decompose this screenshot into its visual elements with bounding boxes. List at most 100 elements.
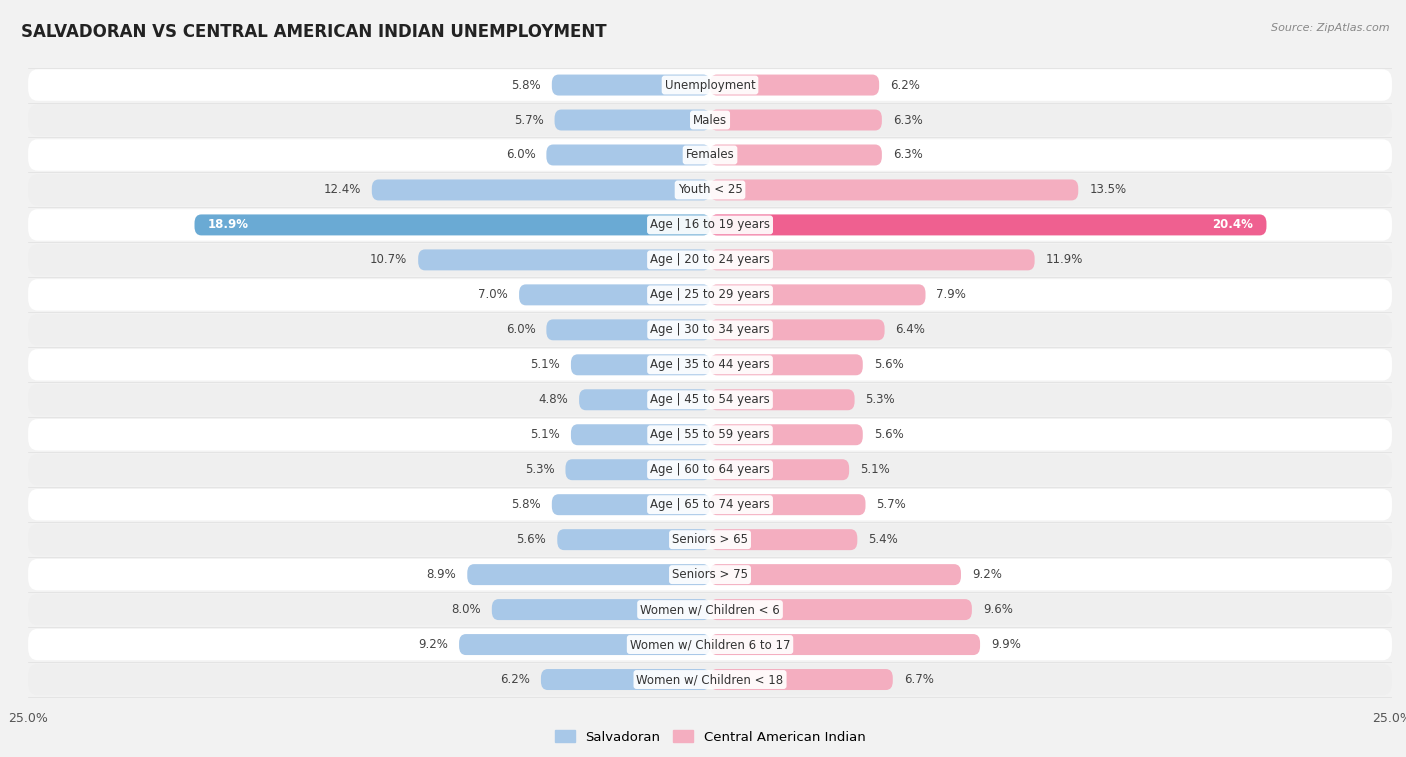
FancyBboxPatch shape <box>710 110 882 130</box>
FancyBboxPatch shape <box>28 664 1392 695</box>
FancyBboxPatch shape <box>28 454 1392 485</box>
FancyBboxPatch shape <box>547 145 710 166</box>
FancyBboxPatch shape <box>519 285 710 305</box>
Text: 7.0%: 7.0% <box>478 288 508 301</box>
FancyBboxPatch shape <box>194 214 710 235</box>
Text: Women w/ Children < 18: Women w/ Children < 18 <box>637 673 783 686</box>
FancyBboxPatch shape <box>565 459 710 480</box>
Text: 12.4%: 12.4% <box>323 183 361 197</box>
Text: 5.1%: 5.1% <box>860 463 890 476</box>
Legend: Salvadoran, Central American Indian: Salvadoran, Central American Indian <box>550 725 870 749</box>
FancyBboxPatch shape <box>541 669 710 690</box>
FancyBboxPatch shape <box>710 145 882 166</box>
FancyBboxPatch shape <box>710 249 1035 270</box>
FancyBboxPatch shape <box>710 494 866 516</box>
FancyBboxPatch shape <box>557 529 710 550</box>
Text: Females: Females <box>686 148 734 161</box>
Text: 5.1%: 5.1% <box>530 358 560 371</box>
Text: 5.7%: 5.7% <box>515 114 544 126</box>
FancyBboxPatch shape <box>28 139 1392 171</box>
FancyBboxPatch shape <box>710 669 893 690</box>
Text: Males: Males <box>693 114 727 126</box>
Text: 6.4%: 6.4% <box>896 323 925 336</box>
FancyBboxPatch shape <box>28 279 1392 310</box>
Text: SALVADORAN VS CENTRAL AMERICAN INDIAN UNEMPLOYMENT: SALVADORAN VS CENTRAL AMERICAN INDIAN UN… <box>21 23 607 41</box>
Text: 6.7%: 6.7% <box>904 673 934 686</box>
Text: 10.7%: 10.7% <box>370 254 408 266</box>
Text: Age | 16 to 19 years: Age | 16 to 19 years <box>650 219 770 232</box>
FancyBboxPatch shape <box>710 564 960 585</box>
FancyBboxPatch shape <box>710 319 884 341</box>
FancyBboxPatch shape <box>710 459 849 480</box>
Text: 8.9%: 8.9% <box>426 568 457 581</box>
FancyBboxPatch shape <box>710 529 858 550</box>
Text: 6.3%: 6.3% <box>893 148 922 161</box>
FancyBboxPatch shape <box>28 559 1392 590</box>
FancyBboxPatch shape <box>28 349 1392 381</box>
Text: 5.3%: 5.3% <box>524 463 554 476</box>
Text: 11.9%: 11.9% <box>1046 254 1083 266</box>
FancyBboxPatch shape <box>28 524 1392 556</box>
Text: 9.2%: 9.2% <box>972 568 1001 581</box>
Text: Age | 45 to 54 years: Age | 45 to 54 years <box>650 394 770 407</box>
Text: 5.6%: 5.6% <box>873 358 904 371</box>
Text: Unemployment: Unemployment <box>665 79 755 92</box>
Text: 20.4%: 20.4% <box>1212 219 1253 232</box>
FancyBboxPatch shape <box>571 354 710 375</box>
Text: Age | 25 to 29 years: Age | 25 to 29 years <box>650 288 770 301</box>
Text: 5.8%: 5.8% <box>512 79 541 92</box>
Text: 8.0%: 8.0% <box>451 603 481 616</box>
FancyBboxPatch shape <box>467 564 710 585</box>
FancyBboxPatch shape <box>28 489 1392 520</box>
FancyBboxPatch shape <box>710 634 980 655</box>
FancyBboxPatch shape <box>579 389 710 410</box>
FancyBboxPatch shape <box>460 634 710 655</box>
Text: Age | 35 to 44 years: Age | 35 to 44 years <box>650 358 770 371</box>
FancyBboxPatch shape <box>28 174 1392 206</box>
FancyBboxPatch shape <box>710 214 1267 235</box>
FancyBboxPatch shape <box>28 384 1392 416</box>
FancyBboxPatch shape <box>710 424 863 445</box>
Text: 5.6%: 5.6% <box>516 533 547 546</box>
Text: Age | 30 to 34 years: Age | 30 to 34 years <box>650 323 770 336</box>
Text: 6.0%: 6.0% <box>506 148 536 161</box>
Text: 9.2%: 9.2% <box>419 638 449 651</box>
Text: 6.3%: 6.3% <box>893 114 922 126</box>
Text: Age | 65 to 74 years: Age | 65 to 74 years <box>650 498 770 511</box>
Text: 9.6%: 9.6% <box>983 603 1012 616</box>
Text: Source: ZipAtlas.com: Source: ZipAtlas.com <box>1271 23 1389 33</box>
Text: Women w/ Children < 6: Women w/ Children < 6 <box>640 603 780 616</box>
Text: Age | 55 to 59 years: Age | 55 to 59 years <box>650 428 770 441</box>
FancyBboxPatch shape <box>492 599 710 620</box>
FancyBboxPatch shape <box>28 629 1392 660</box>
Text: 6.2%: 6.2% <box>501 673 530 686</box>
Text: Seniors > 75: Seniors > 75 <box>672 568 748 581</box>
FancyBboxPatch shape <box>710 354 863 375</box>
Text: 18.9%: 18.9% <box>208 219 249 232</box>
Text: Age | 20 to 24 years: Age | 20 to 24 years <box>650 254 770 266</box>
FancyBboxPatch shape <box>547 319 710 341</box>
Text: 5.8%: 5.8% <box>512 498 541 511</box>
FancyBboxPatch shape <box>28 593 1392 625</box>
Text: 5.4%: 5.4% <box>869 533 898 546</box>
FancyBboxPatch shape <box>710 179 1078 201</box>
FancyBboxPatch shape <box>28 70 1392 101</box>
FancyBboxPatch shape <box>28 245 1392 276</box>
Text: 5.1%: 5.1% <box>530 428 560 441</box>
Text: 6.2%: 6.2% <box>890 79 920 92</box>
FancyBboxPatch shape <box>710 285 925 305</box>
FancyBboxPatch shape <box>554 110 710 130</box>
Text: 5.3%: 5.3% <box>866 394 896 407</box>
FancyBboxPatch shape <box>571 424 710 445</box>
FancyBboxPatch shape <box>710 389 855 410</box>
Text: 5.7%: 5.7% <box>876 498 905 511</box>
Text: Women w/ Children 6 to 17: Women w/ Children 6 to 17 <box>630 638 790 651</box>
FancyBboxPatch shape <box>371 179 710 201</box>
Text: Seniors > 65: Seniors > 65 <box>672 533 748 546</box>
FancyBboxPatch shape <box>28 209 1392 241</box>
Text: 7.9%: 7.9% <box>936 288 966 301</box>
Text: 6.0%: 6.0% <box>506 323 536 336</box>
Text: 5.6%: 5.6% <box>873 428 904 441</box>
FancyBboxPatch shape <box>710 599 972 620</box>
Text: 9.9%: 9.9% <box>991 638 1021 651</box>
